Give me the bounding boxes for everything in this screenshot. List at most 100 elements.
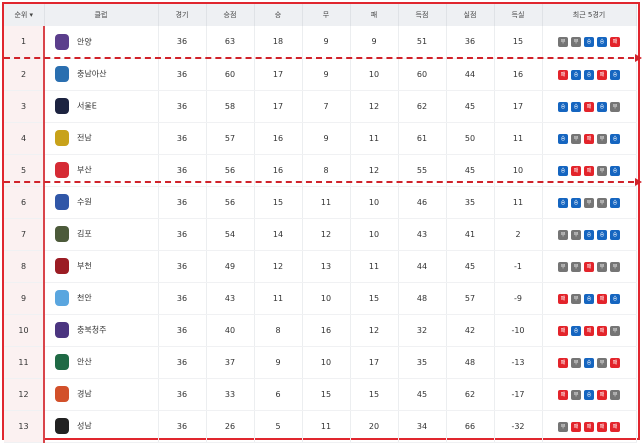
table-row[interactable]: 4 전남 36 57 16 9 11 61 50 11 승 무 패 무 승 (4, 122, 637, 155)
goals-against: 48 (446, 346, 495, 379)
club-cell[interactable]: 충남아산 (44, 58, 159, 91)
result-badge: 무 (610, 261, 620, 272)
club-name[interactable]: 충북청주 (77, 325, 107, 335)
table-row[interactable]: 2 충남아산 36 60 17 9 10 60 44 16 패 승 승 패 승 (4, 58, 637, 91)
club-cell[interactable]: 안산 (44, 346, 159, 379)
club-name[interactable]: 부천 (77, 261, 92, 271)
playoff-line (4, 181, 634, 183)
club-name[interactable]: 수원 (77, 197, 92, 207)
club-name[interactable]: 안양 (77, 37, 92, 47)
goals-against: 44 (446, 58, 495, 91)
result-badge: 무 (558, 421, 568, 432)
table-row[interactable]: 3 서울E 36 58 17 7 12 62 45 17 승 승 패 승 무 (4, 90, 637, 123)
club-name[interactable]: 서울E (77, 101, 97, 111)
result-badge: 승 (584, 229, 594, 240)
club-name[interactable]: 전남 (77, 133, 92, 143)
result-badge: 패 (571, 421, 581, 432)
table-row[interactable]: 11 안산 36 37 9 10 17 35 48 -13 패 무 승 무 패 (4, 346, 637, 379)
draws: 7 (302, 90, 351, 123)
wins: 11 (254, 282, 303, 315)
losses: 9 (350, 26, 399, 59)
club-name[interactable]: 충남아산 (77, 69, 107, 79)
points: 43 (206, 282, 255, 315)
club-name[interactable]: 부산 (77, 165, 92, 175)
club-cell[interactable]: 경남 (44, 378, 159, 411)
goal-diff: 11 (494, 122, 543, 155)
points: 57 (206, 122, 255, 155)
result-badge: 승 (558, 165, 568, 176)
table-row[interactable]: 1 안양 36 63 18 9 9 51 36 15 무 무 승 승 패 (4, 26, 637, 59)
draws: 11 (302, 186, 351, 219)
result-badge: 무 (597, 357, 607, 368)
club-name[interactable]: 김포 (77, 229, 92, 239)
goal-diff: 16 (494, 58, 543, 91)
goal-diff: -13 (494, 346, 543, 379)
table-row[interactable]: 10 충북청주 36 40 8 16 12 32 42 -10 패 승 패 패 무 (4, 314, 637, 347)
points: 63 (206, 26, 255, 59)
club-name[interactable]: 성남 (77, 421, 92, 431)
result-badge: 무 (610, 101, 620, 112)
wins: 16 (254, 122, 303, 155)
club-cell[interactable]: 천안 (44, 282, 159, 315)
club-logo-icon (55, 418, 69, 434)
club-name[interactable]: 경남 (77, 389, 92, 399)
table-row[interactable]: 13 성남 36 26 5 11 20 34 66 -32 무 패 패 패 패 (4, 410, 637, 443)
goals-for: 43 (398, 218, 447, 251)
rank: 13 (4, 410, 45, 443)
result-badge: 승 (558, 133, 568, 144)
played: 36 (158, 250, 207, 283)
club-cell[interactable]: 전남 (44, 122, 159, 155)
result-badge: 무 (571, 261, 581, 272)
header-rank-sort[interactable]: 순위 ▾ (4, 4, 45, 26)
losses: 17 (350, 346, 399, 379)
goals-against: 57 (446, 282, 495, 315)
result-badge: 패 (597, 69, 607, 80)
result-badge: 패 (571, 165, 581, 176)
table-row[interactable]: 12 경남 36 33 6 15 15 45 62 -17 패 무 승 패 무 (4, 378, 637, 411)
table-row[interactable]: 5 부산 36 56 16 8 12 55 45 10 승 패 패 무 승 (4, 154, 637, 187)
club-name[interactable]: 천안 (77, 293, 92, 303)
club-logo-icon (55, 162, 69, 178)
played: 36 (158, 26, 207, 59)
club-cell[interactable]: 서울E (44, 90, 159, 123)
result-badge: 무 (558, 229, 568, 240)
goals-against: 62 (446, 378, 495, 411)
goal-diff: 15 (494, 26, 543, 59)
rank: 3 (4, 90, 45, 123)
club-name[interactable]: 안산 (77, 357, 92, 367)
club-cell[interactable]: 김포 (44, 218, 159, 251)
club-cell[interactable]: 성남 (44, 410, 159, 443)
draws: 11 (302, 410, 351, 443)
table-row[interactable]: 9 천안 36 43 11 10 15 48 57 -9 패 무 승 패 승 (4, 282, 637, 315)
header-played: 경기 (158, 4, 207, 26)
result-badge: 패 (558, 389, 568, 400)
arrow-icon (635, 54, 642, 62)
played: 36 (158, 186, 207, 219)
wins: 5 (254, 410, 303, 443)
result-badge: 패 (584, 165, 594, 176)
table-row[interactable]: 7 김포 36 54 14 12 10 43 41 2 무 무 승 승 승 (4, 218, 637, 251)
result-badge: 승 (610, 293, 620, 304)
result-badge: 무 (571, 37, 581, 48)
result-badge: 무 (584, 197, 594, 208)
table-row[interactable]: 6 수원 36 56 15 11 10 46 35 11 승 승 무 무 승 (4, 186, 637, 219)
club-cell[interactable]: 수원 (44, 186, 159, 219)
result-badge: 승 (597, 229, 607, 240)
club-cell[interactable]: 부천 (44, 250, 159, 283)
rank: 2 (4, 58, 45, 91)
table-row[interactable]: 8 부천 36 49 12 13 11 44 45 -1 무 무 패 무 무 (4, 250, 637, 283)
club-cell[interactable]: 안양 (44, 26, 159, 59)
arrow-icon (635, 178, 642, 186)
result-badge: 승 (610, 133, 620, 144)
result-badge: 무 (558, 37, 568, 48)
club-cell[interactable]: 충북청주 (44, 314, 159, 347)
result-badge: 승 (610, 229, 620, 240)
result-badge: 패 (584, 101, 594, 112)
